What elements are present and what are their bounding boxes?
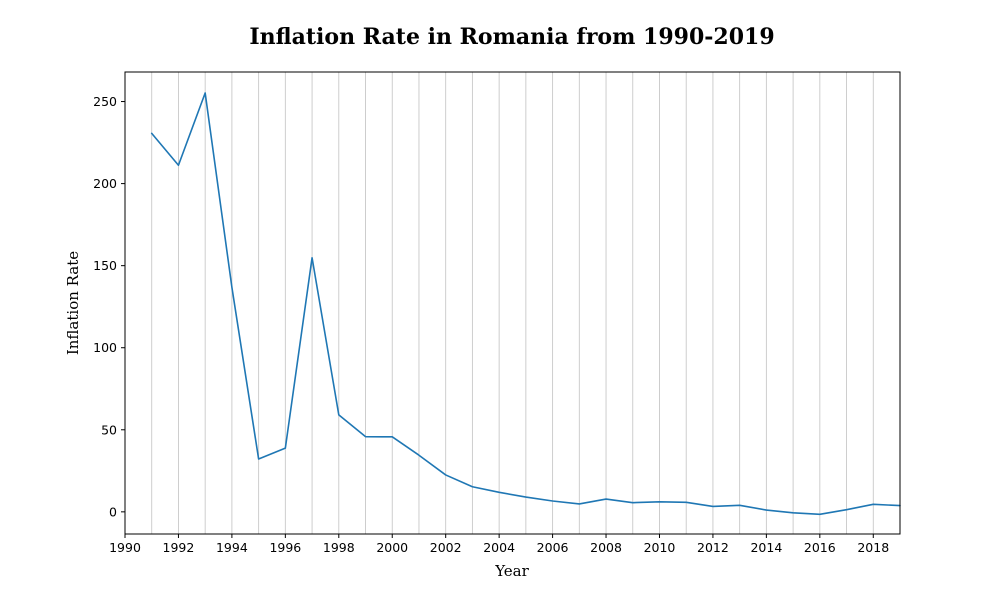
x-axis-label: Year <box>494 562 529 580</box>
x-tick-label: 1992 <box>163 540 195 555</box>
x-tick-label: 2018 <box>857 540 889 555</box>
y-tick-label: 0 <box>109 504 117 519</box>
x-tick-label: 1990 <box>109 540 141 555</box>
x-tick-label: 2014 <box>750 540 782 555</box>
grid-lines <box>124 72 901 534</box>
y-tick-label: 50 <box>101 422 117 437</box>
y-tick-label: 100 <box>93 340 117 355</box>
series-line-0 <box>150 92 901 516</box>
x-tick-label: 2008 <box>590 540 622 555</box>
x-tick-label: 1994 <box>216 540 248 555</box>
x-tick-label: 2012 <box>697 540 729 555</box>
x-tick-label: 2002 <box>430 540 462 555</box>
x-tick-label: 2006 <box>537 540 569 555</box>
y-tick-label: 200 <box>93 176 117 191</box>
x-tick-label: 1998 <box>323 540 355 555</box>
x-tick-label: 2010 <box>644 540 676 555</box>
x-tick-label: 2004 <box>483 540 515 555</box>
y-axis-label: Inflation Rate <box>64 251 82 355</box>
y-tick-label: 150 <box>93 258 117 273</box>
y-tick-label: 250 <box>93 94 117 109</box>
plot-frame <box>124 71 901 535</box>
series-layer <box>150 92 901 516</box>
x-tick-label: 2000 <box>376 540 408 555</box>
x-tick-label: 2016 <box>804 540 836 555</box>
x-tick-label: 1996 <box>269 540 301 555</box>
x-axis-ticks: 1990 1992 1994 1996 1998 2000 2002 2004 2006 2008… <box>109 534 889 555</box>
chart-title: Inflation Rate in Romania from 1990-2019 <box>249 24 774 50</box>
y-axis-ticks: 0 50 100 150 200 250 <box>93 94 125 519</box>
